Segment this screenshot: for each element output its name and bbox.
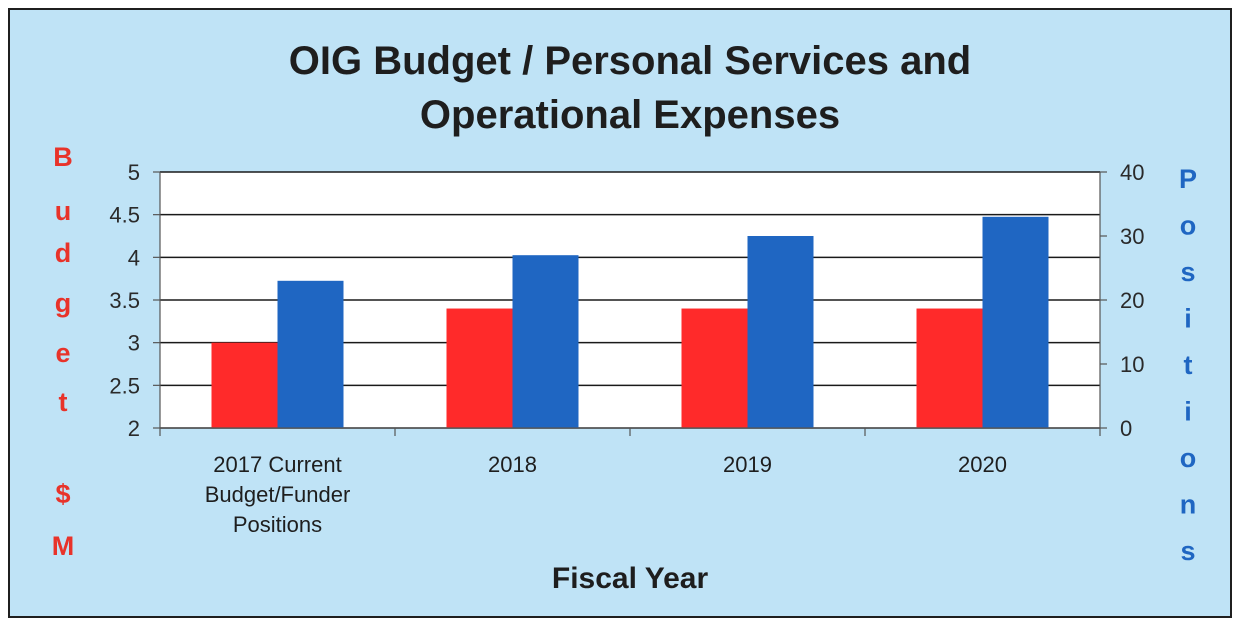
bar-series-1-cat-4 bbox=[916, 308, 983, 428]
right-tick-label-4: 40 bbox=[1120, 160, 1144, 185]
right-axis-title-char-4: t bbox=[1184, 350, 1193, 380]
bars bbox=[211, 216, 1049, 428]
right-axis-title-char-6: o bbox=[1180, 443, 1197, 473]
x-axis-title: Fiscal Year bbox=[552, 562, 709, 595]
right-axis-title-char-5: i bbox=[1184, 397, 1192, 427]
left-axis-title-char-7: $ bbox=[55, 479, 70, 509]
right-axis-title-char-0: P bbox=[1179, 164, 1197, 194]
bar-series-2-cat-1 bbox=[277, 280, 344, 428]
left-axis-title-char-0: B bbox=[53, 142, 73, 172]
bar-series-2-cat-3 bbox=[747, 236, 814, 428]
category-label-1-line-3: Positions bbox=[233, 512, 322, 537]
bar-series-2-cat-2 bbox=[512, 255, 579, 428]
category-label-2-line-1: 2018 bbox=[488, 452, 537, 477]
right-tick-label-3: 30 bbox=[1120, 224, 1144, 249]
right-axis-title-char-7: n bbox=[1180, 490, 1197, 520]
right-axis-title-char-3: i bbox=[1184, 304, 1192, 334]
left-tick-label-2: 3 bbox=[128, 331, 140, 356]
chart-title-line-2: Operational Expenses bbox=[420, 93, 840, 137]
left-tick-label-0: 2 bbox=[128, 416, 140, 441]
category-label-1-line-1: 2017 Current bbox=[213, 452, 341, 477]
left-axis-title-char-1: u bbox=[55, 196, 72, 226]
left-axis-title-char-2: d bbox=[55, 238, 72, 268]
right-tick-label-2: 20 bbox=[1120, 288, 1144, 313]
chart-title-line-1: OIG Budget / Personal Services and bbox=[289, 39, 971, 83]
left-axis-title-char-8: M bbox=[52, 531, 75, 561]
category-label-3-line-1: 2019 bbox=[723, 452, 772, 477]
right-axis-title-char-1: o bbox=[1180, 211, 1197, 241]
bar-series-1-cat-2 bbox=[446, 308, 513, 428]
left-tick-label-5: 4.5 bbox=[109, 203, 140, 228]
right-tick-label-0: 0 bbox=[1120, 416, 1132, 441]
category-label-1-line-2: Budget/Funder bbox=[205, 482, 351, 507]
bar-series-1-cat-3 bbox=[681, 308, 748, 428]
left-tick-label-6: 5 bbox=[128, 160, 140, 185]
category-labels: 2017 Current Budget/Funder Positions 2018 20… bbox=[205, 452, 1007, 537]
right-tick-labels: 0 10 20 30 40 bbox=[1120, 160, 1144, 441]
left-tick-labels: 2 2.5 3 3.5 4 4.5 5 bbox=[109, 160, 140, 441]
right-axis-title-char-2: s bbox=[1180, 257, 1195, 287]
bar-series-1-cat-1 bbox=[211, 342, 278, 428]
left-tick-label-1: 2.5 bbox=[109, 373, 140, 398]
left-axis-title-char-4: e bbox=[55, 338, 70, 368]
left-axis-title-char-5: t bbox=[59, 387, 68, 417]
bar-series-2-cat-4 bbox=[982, 216, 1049, 428]
category-label-4-line-1: 2020 bbox=[958, 452, 1007, 477]
left-axis-title: Budget $ M bbox=[52, 142, 75, 561]
axes bbox=[153, 171, 1107, 436]
right-tick-label-1: 10 bbox=[1120, 352, 1144, 377]
left-tick-label-4: 4 bbox=[128, 245, 140, 270]
left-tick-label-3: 3.5 bbox=[109, 288, 140, 313]
right-axis-title-char-8: s bbox=[1180, 536, 1195, 566]
left-axis-title-char-3: g bbox=[55, 288, 72, 318]
right-axis-title: Positions bbox=[1179, 164, 1197, 566]
